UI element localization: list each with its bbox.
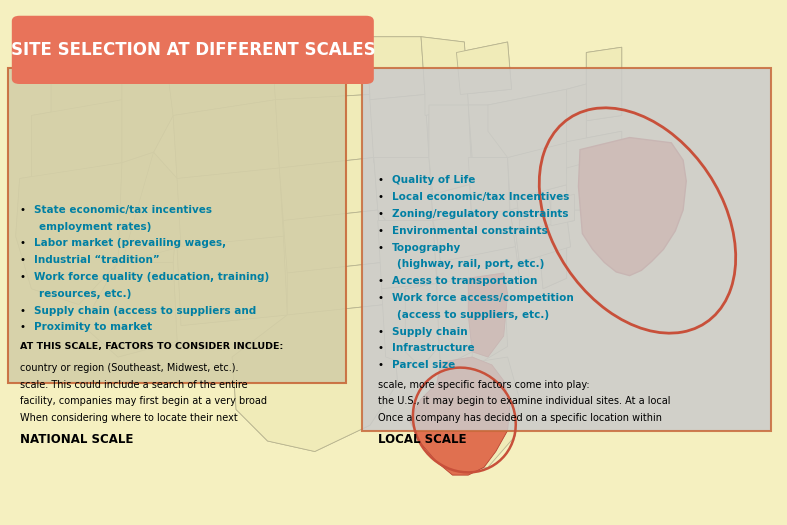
Polygon shape: [378, 220, 437, 289]
Polygon shape: [567, 163, 586, 210]
Text: Environmental constraints: Environmental constraints: [392, 226, 548, 236]
Text: Topography: Topography: [392, 243, 461, 253]
Polygon shape: [177, 168, 283, 247]
Polygon shape: [272, 37, 370, 100]
Text: Industrial “tradition”: Industrial “tradition”: [34, 255, 160, 265]
Polygon shape: [16, 163, 122, 304]
Text: When considering where to locate their next: When considering where to locate their n…: [20, 413, 238, 423]
Text: •: •: [20, 255, 29, 265]
Text: Labor market (prevailing wages,: Labor market (prevailing wages,: [34, 238, 226, 248]
Polygon shape: [519, 194, 571, 231]
Polygon shape: [366, 37, 425, 100]
Polygon shape: [468, 105, 508, 158]
Text: •: •: [378, 226, 387, 236]
Text: •: •: [20, 238, 29, 248]
Polygon shape: [551, 194, 575, 226]
Polygon shape: [586, 47, 622, 121]
Polygon shape: [118, 152, 177, 262]
Polygon shape: [31, 100, 122, 178]
Text: Proximity to market: Proximity to market: [34, 322, 152, 332]
Text: employment rates): employment rates): [39, 222, 152, 232]
Polygon shape: [567, 84, 586, 142]
Polygon shape: [433, 210, 515, 262]
Polygon shape: [515, 178, 551, 220]
Polygon shape: [468, 158, 510, 226]
Polygon shape: [567, 84, 586, 142]
Polygon shape: [578, 138, 686, 276]
Polygon shape: [122, 52, 173, 163]
Polygon shape: [83, 262, 177, 357]
Polygon shape: [508, 126, 547, 210]
Text: •: •: [378, 276, 387, 286]
Text: Infrastructure: Infrastructure: [392, 343, 475, 353]
Text: •: •: [378, 327, 387, 337]
Polygon shape: [177, 236, 287, 326]
Polygon shape: [488, 89, 571, 158]
Text: Local economic/tax Incentives: Local economic/tax Incentives: [392, 192, 569, 202]
Polygon shape: [515, 215, 571, 262]
Polygon shape: [468, 105, 508, 158]
Polygon shape: [122, 52, 173, 163]
Polygon shape: [468, 273, 508, 357]
Polygon shape: [405, 284, 439, 367]
Text: •: •: [378, 209, 387, 219]
Polygon shape: [433, 210, 515, 262]
Polygon shape: [551, 194, 575, 226]
Polygon shape: [122, 152, 181, 262]
Polygon shape: [519, 194, 571, 231]
Polygon shape: [437, 357, 519, 472]
FancyBboxPatch shape: [8, 68, 346, 383]
Polygon shape: [429, 105, 472, 194]
Text: Work force quality (education, training): Work force quality (education, training): [34, 272, 269, 282]
Polygon shape: [283, 210, 382, 273]
Polygon shape: [374, 158, 433, 231]
Text: facility, companies may first begin at a very broad: facility, companies may first begin at a…: [20, 396, 267, 406]
Polygon shape: [567, 131, 622, 173]
Text: scale, more specific factors come into play:: scale, more specific factors come into p…: [378, 380, 589, 390]
Polygon shape: [279, 158, 378, 220]
Text: •: •: [378, 192, 387, 202]
Text: •: •: [378, 360, 387, 370]
Text: Quality of Life: Quality of Life: [392, 175, 475, 185]
Text: AT THIS SCALE, FACTORS TO CONSIDER INCLUDE:: AT THIS SCALE, FACTORS TO CONSIDER INCLU…: [20, 342, 283, 351]
Text: resources, etc.): resources, etc.): [39, 289, 131, 299]
Text: •: •: [20, 306, 29, 316]
Polygon shape: [539, 242, 567, 289]
Polygon shape: [370, 94, 429, 163]
Polygon shape: [437, 278, 472, 367]
Text: Supply chain: Supply chain: [392, 327, 467, 337]
Polygon shape: [515, 215, 571, 262]
Text: •: •: [378, 343, 387, 353]
Polygon shape: [421, 37, 468, 116]
FancyBboxPatch shape: [362, 68, 771, 430]
Polygon shape: [275, 94, 374, 168]
FancyBboxPatch shape: [12, 16, 374, 84]
Text: •: •: [20, 322, 29, 332]
Text: Access to transportation: Access to transportation: [392, 276, 538, 286]
Text: the U.S., it may begin to examine individual sites. At a local: the U.S., it may begin to examine indivi…: [378, 396, 671, 406]
Polygon shape: [567, 163, 586, 210]
Polygon shape: [118, 152, 177, 262]
Polygon shape: [508, 142, 571, 200]
Polygon shape: [405, 284, 439, 367]
Polygon shape: [232, 304, 397, 452]
Polygon shape: [515, 178, 551, 220]
Polygon shape: [31, 100, 122, 178]
Text: Parcel size: Parcel size: [392, 360, 455, 370]
Polygon shape: [382, 284, 441, 367]
Text: Once a company has decided on a specific location within: Once a company has decided on a specific…: [378, 413, 662, 423]
Polygon shape: [468, 273, 508, 368]
Text: (highway, rail, port, etc.): (highway, rail, port, etc.): [397, 259, 545, 269]
Polygon shape: [83, 262, 177, 357]
Polygon shape: [177, 168, 283, 247]
Text: Supply chain (access to suppliers and: Supply chain (access to suppliers and: [34, 306, 256, 316]
Polygon shape: [173, 100, 279, 178]
Polygon shape: [173, 100, 279, 178]
Polygon shape: [370, 94, 429, 163]
Polygon shape: [272, 37, 370, 100]
Text: •: •: [378, 243, 387, 253]
Polygon shape: [177, 236, 287, 326]
Text: LOCAL SCALE: LOCAL SCALE: [378, 433, 466, 446]
Polygon shape: [122, 152, 181, 262]
